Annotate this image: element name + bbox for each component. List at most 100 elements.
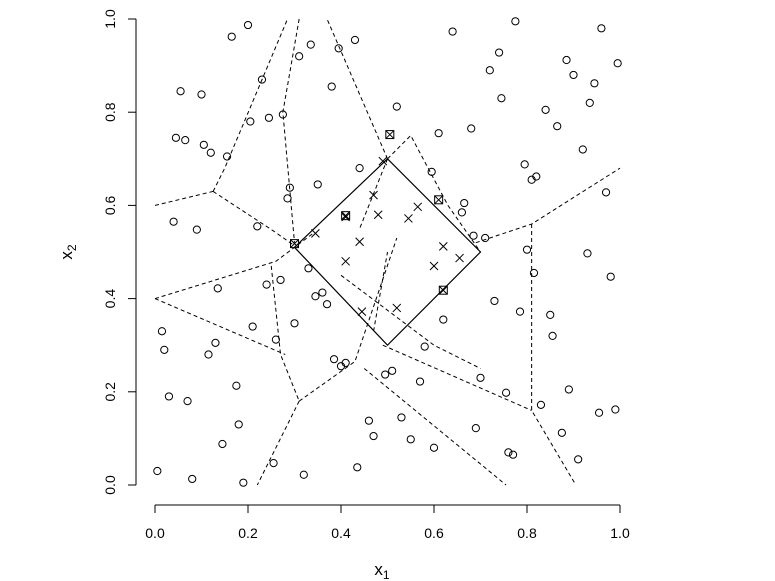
circle-point <box>211 338 220 347</box>
circle-point <box>497 94 506 103</box>
circle-point <box>585 98 594 107</box>
circle-point <box>536 400 546 409</box>
circle-point <box>171 133 181 142</box>
dashed-boundary <box>363 368 507 486</box>
dashed-boundary <box>270 265 300 402</box>
dashed-boundary <box>154 232 314 300</box>
cross-point <box>438 242 448 251</box>
x-tick-label: 0.6 <box>424 525 444 541</box>
circle-point <box>253 222 262 231</box>
cross-point <box>455 253 464 263</box>
circle-point <box>181 136 190 145</box>
circle-point <box>364 416 373 425</box>
circle-point <box>590 79 599 88</box>
boxed-cross-point <box>434 195 444 205</box>
circle-point <box>578 145 587 154</box>
circle-point <box>520 160 529 169</box>
circle-point <box>541 105 550 114</box>
cross-point <box>341 256 351 266</box>
circle-point <box>485 66 494 75</box>
circle-point <box>490 296 499 306</box>
box-stroke <box>290 239 299 249</box>
dashed-boundary <box>154 190 214 206</box>
cross-point <box>392 303 402 313</box>
circle-point <box>369 431 378 441</box>
y-tick-label: 1.0 <box>102 9 118 29</box>
cross-point <box>413 202 423 212</box>
x-tick-label: 0.8 <box>517 525 537 541</box>
circle-point <box>548 331 557 340</box>
dashed-boundary <box>387 134 481 253</box>
cross-point <box>355 237 364 247</box>
circle-point <box>169 217 178 226</box>
cross-point <box>369 190 378 200</box>
circle-point <box>183 397 192 406</box>
circle-point <box>439 315 448 324</box>
circle-point <box>476 373 485 382</box>
x-tick-label: 0.2 <box>238 525 258 541</box>
cross-stroke <box>311 229 320 238</box>
circle-point <box>276 275 285 285</box>
circle-point <box>262 280 271 289</box>
x-tick-label: 1.0 <box>610 525 630 541</box>
circle-point <box>246 117 255 126</box>
circle-point <box>322 300 332 309</box>
dashed-boundary <box>382 344 532 411</box>
circle-point <box>329 355 339 364</box>
cross-stroke <box>290 239 299 248</box>
circle-point <box>350 35 360 45</box>
circle-point <box>197 90 206 99</box>
cross-stroke <box>392 303 402 313</box>
circle-point <box>232 381 241 390</box>
circle-point <box>278 110 287 119</box>
circle-point <box>471 424 480 433</box>
circle-point <box>557 428 566 437</box>
cross-stroke <box>404 214 413 223</box>
circle-point <box>460 198 469 208</box>
cross-stroke <box>357 307 367 317</box>
circle-point <box>239 478 248 487</box>
data-points <box>153 17 622 487</box>
circle-point <box>597 24 606 33</box>
circle-point <box>467 124 476 133</box>
circle-point <box>306 40 315 49</box>
circle-point <box>406 435 415 444</box>
circle-point <box>160 345 169 354</box>
circle-point <box>501 388 511 397</box>
circle-point <box>290 319 299 328</box>
box-stroke <box>434 195 444 205</box>
boxed-cross-point <box>290 239 299 249</box>
circle-point <box>248 322 257 331</box>
circle-point <box>304 264 313 273</box>
cross-stroke <box>341 256 351 266</box>
cross-point <box>378 156 388 166</box>
dashed-boundary <box>475 167 621 244</box>
dashed-boundary <box>256 400 300 486</box>
box-stroke <box>438 285 448 295</box>
dashed-boundary <box>282 18 300 243</box>
circle-point <box>204 350 213 359</box>
circle-point <box>529 268 539 278</box>
cross-stroke <box>455 253 464 263</box>
circle-point <box>264 113 274 122</box>
cross-point <box>429 261 439 271</box>
cross-stroke <box>378 156 388 166</box>
cross-point <box>311 229 320 238</box>
cross-point <box>404 214 413 223</box>
x-axis-label: x1 <box>374 560 390 581</box>
circle-point <box>199 140 208 149</box>
y-tick-label: 0.4 <box>102 289 118 309</box>
circle-point <box>257 75 267 84</box>
y-tick-label: 0.0 <box>102 475 118 495</box>
cross-stroke <box>341 211 351 221</box>
boxed-cross-point <box>341 211 351 221</box>
circle-point <box>318 288 327 297</box>
circle-point <box>613 59 622 68</box>
cross-stroke <box>413 202 423 212</box>
circle-point <box>611 405 620 414</box>
circle-point <box>504 448 513 457</box>
circle-point <box>434 129 443 138</box>
circle-point <box>562 55 571 65</box>
circle-point <box>601 188 611 197</box>
circle-point <box>546 310 555 320</box>
